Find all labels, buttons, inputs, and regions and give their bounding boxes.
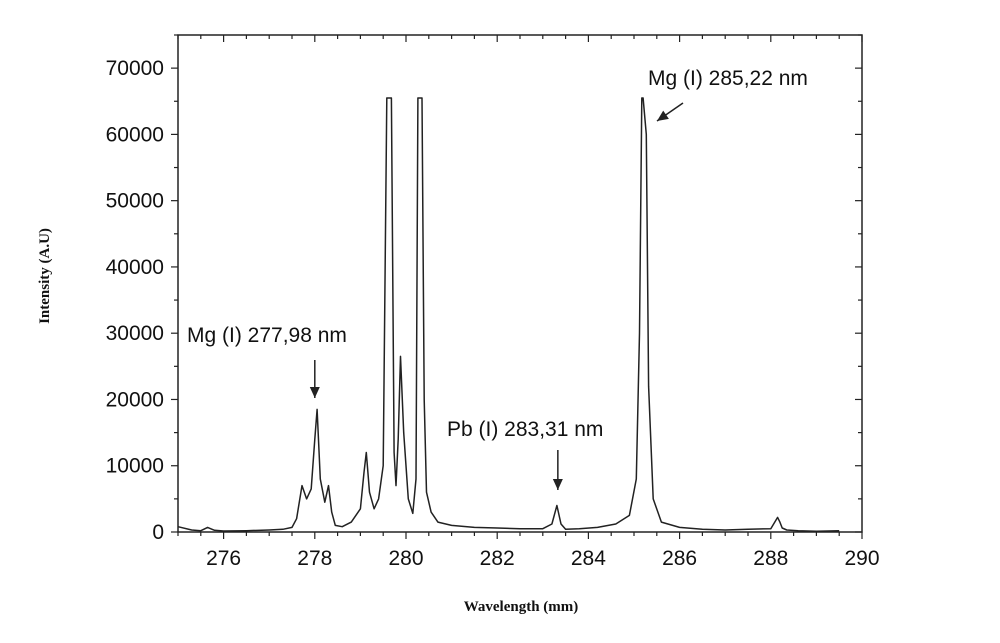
x-axis-title: Wavelength (mm) (464, 599, 579, 615)
x-tick-label: 278 (297, 547, 332, 570)
annotation-label: Mg (I) 277,98 nm (187, 324, 347, 347)
annotations: Mg (I) 277,98 nm Pb (I) 283,31 nm Mg (I) 2… (187, 67, 808, 490)
x-tick-label: 280 (388, 547, 423, 570)
y-tick-label: 50000 (106, 190, 164, 213)
axis-tick-labels: 276 278 280 282 284 286 288 290 0 10000 20000 30000… (106, 57, 880, 570)
x-tick-label: 286 (662, 547, 697, 570)
annotation-arrow-head (657, 110, 669, 121)
annotation-label: Mg (I) 285,22 nm (648, 67, 808, 90)
y-tick-label: 30000 (106, 322, 164, 345)
x-tick-label: 284 (571, 547, 606, 570)
y-tick-label: 0 (152, 521, 164, 544)
y-tick-label: 20000 (106, 388, 164, 411)
axis-ticks (171, 34, 863, 539)
y-tick-label: 10000 (106, 455, 164, 478)
annotation-arrow-head (552, 479, 563, 490)
x-tick-label: 282 (480, 547, 515, 570)
annotation-arrow-head (309, 387, 320, 398)
series-group (177, 97, 840, 533)
y-tick-label: 40000 (106, 256, 164, 279)
plot-frame (177, 34, 863, 533)
x-tick-label: 290 (844, 547, 879, 570)
y-tick-label: 70000 (106, 57, 164, 80)
y-axis-title: Intensity (A.U) (37, 228, 53, 324)
annotation-label: Pb (I) 283,31 nm (447, 418, 603, 441)
spectrum-line (177, 97, 840, 533)
y-tick-label: 60000 (106, 123, 164, 146)
x-tick-label: 276 (206, 547, 241, 570)
x-tick-label: 288 (753, 547, 788, 570)
plot-border (177, 34, 863, 533)
